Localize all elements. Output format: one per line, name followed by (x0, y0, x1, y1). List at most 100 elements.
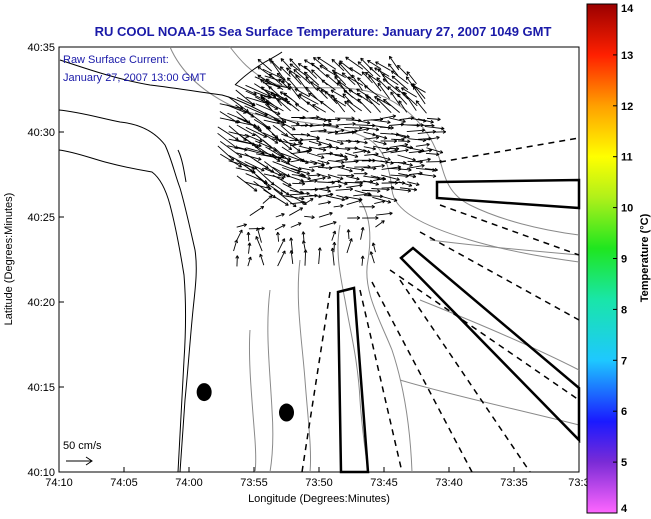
current-vector (289, 58, 301, 71)
current-vector (346, 100, 362, 112)
current-vector (390, 148, 409, 154)
current-vector (268, 73, 283, 86)
current-vector (272, 174, 292, 187)
x-tick-label: 73:55 (240, 477, 268, 489)
colorbar-label: Temperature (°C) (639, 213, 651, 302)
current-vector (278, 78, 291, 91)
current-vector (237, 139, 262, 148)
current-vector (260, 96, 274, 113)
current-vector (330, 247, 335, 266)
current-vector (415, 157, 431, 162)
current-vector (360, 226, 365, 240)
current-vector (398, 173, 417, 179)
current-vector (390, 91, 401, 106)
current-vector (318, 192, 334, 197)
current-vector (348, 89, 363, 98)
current-vector (346, 238, 353, 254)
current-vector (265, 100, 284, 112)
current-vector (327, 128, 345, 134)
current-vector (335, 157, 349, 162)
current-vector (256, 227, 262, 243)
current-vector (417, 118, 434, 124)
y-tick-label: 40:20 (27, 297, 55, 309)
current-vector (381, 114, 397, 119)
current-vector (319, 100, 336, 113)
current-vector (371, 163, 385, 168)
current-vector (364, 85, 382, 99)
current-vector (277, 238, 286, 253)
current-vector (289, 207, 304, 216)
current-vector (372, 196, 392, 204)
current-vector (303, 71, 320, 86)
current-vector (366, 96, 381, 113)
current-vector (308, 163, 325, 169)
current-vector (370, 119, 391, 124)
current-vector (333, 71, 347, 86)
current-vector (373, 140, 387, 146)
current-vector (259, 253, 265, 266)
current-vector (403, 92, 417, 111)
current-vector (293, 68, 311, 85)
y-tick-label: 40:25 (27, 212, 55, 224)
current-vector (277, 98, 291, 112)
current-vector (316, 87, 328, 99)
colorbar-tick-label: 5 (621, 457, 627, 469)
current-vector (363, 135, 380, 140)
current-vector (346, 229, 351, 240)
current-vector (233, 239, 238, 252)
current-vector (306, 101, 319, 112)
current-vector (352, 119, 371, 125)
current-vector (247, 242, 252, 254)
current-vector (361, 126, 380, 132)
y-tick-label: 40:30 (27, 127, 55, 139)
current-vector (395, 86, 409, 100)
x-tick-label: 73:40 (435, 477, 463, 489)
current-vector (312, 104, 327, 113)
current-vector (326, 184, 342, 189)
current-vector (354, 127, 370, 133)
current-vector (376, 77, 390, 91)
current-vector (246, 231, 251, 242)
current-vector (273, 93, 292, 106)
colorbar-tick-label: 10 (621, 203, 633, 215)
current-vector (308, 140, 322, 146)
current-vector (364, 71, 381, 83)
colorbar-tick-label: 12 (621, 101, 633, 113)
current-vector (361, 189, 381, 194)
radar-beams (336, 178, 581, 474)
current-vector (280, 117, 300, 126)
current-vector (289, 200, 306, 205)
current-vector (377, 82, 390, 99)
current-vector (379, 125, 394, 130)
current-vector (321, 79, 336, 91)
current-vector (325, 164, 345, 169)
current-vector (372, 133, 388, 140)
current-vector (369, 251, 375, 264)
colorbar-tick-label: 9 (621, 254, 627, 266)
current-vector (390, 188, 412, 193)
current-vector (381, 73, 399, 86)
current-vector (334, 154, 348, 159)
current-vector (354, 140, 368, 145)
scale-vector-label: 50 cm/s (63, 440, 102, 452)
current-vector (270, 59, 284, 78)
current-vector (335, 122, 356, 126)
current-vector (372, 177, 386, 182)
current-vector (397, 133, 410, 139)
current-vector (426, 129, 447, 134)
current-vector (275, 212, 285, 218)
current-vector (389, 117, 406, 124)
current-vector (289, 191, 310, 196)
current-vector (388, 63, 399, 76)
current-vector (397, 64, 409, 77)
current-vector (304, 215, 315, 220)
current-vector (317, 247, 322, 265)
current-vector (351, 74, 363, 91)
current-vector (382, 78, 401, 93)
current-vector (375, 61, 391, 71)
current-vector (236, 124, 256, 136)
current-vector (369, 66, 381, 78)
site-marker (196, 383, 212, 402)
colorbar-tick-label: 14 (621, 3, 634, 15)
current-vector (247, 256, 252, 267)
